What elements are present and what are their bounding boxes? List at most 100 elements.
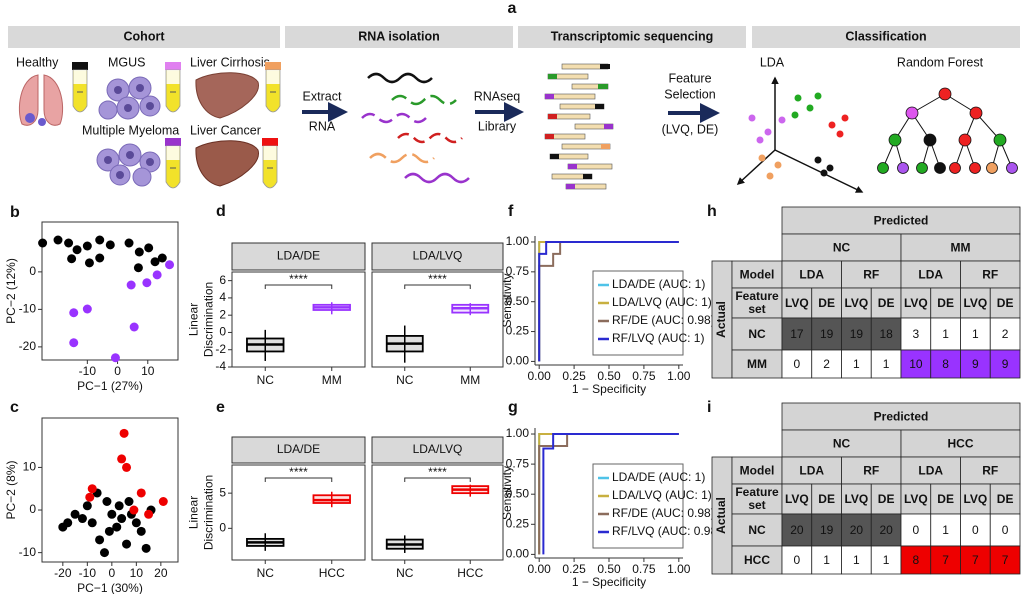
point <box>114 501 124 511</box>
y-axis-label: Linear <box>187 496 201 529</box>
facet-strip <box>231 242 366 271</box>
panel-label: e <box>216 399 225 416</box>
point <box>72 245 82 255</box>
y-tick-label: -10 <box>19 302 37 316</box>
feature-header: LVQ <box>844 296 868 310</box>
tube <box>265 62 281 113</box>
point <box>158 497 168 507</box>
x-tick-label: NC <box>396 373 414 387</box>
panel-label: c <box>10 399 19 416</box>
tube <box>165 138 181 189</box>
feature-header: LVQ <box>963 492 987 506</box>
table-cell <box>731 349 783 379</box>
table-cell <box>989 349 1021 379</box>
table-cell <box>841 456 902 485</box>
x-tick-label: 0 <box>114 364 121 378</box>
x-tick-label: NC <box>257 566 275 580</box>
rna-illustration: Extract RNA RNAseq Library <box>302 72 524 184</box>
significance-bracket <box>264 477 333 482</box>
x-tick-label: 0.75 <box>632 562 656 576</box>
row-label: Model <box>740 268 775 282</box>
table-cell <box>731 513 783 547</box>
point <box>134 247 144 257</box>
arrow-label: Extract <box>303 89 342 103</box>
y-tick-label: 6 <box>219 273 226 287</box>
method-label: Random Forest <box>897 55 984 69</box>
point <box>95 235 105 245</box>
feature-selection: Feature Selection (LVQ, DE) <box>662 71 720 136</box>
row-label: HCC <box>744 553 770 567</box>
feature-header: DE <box>997 296 1014 310</box>
cell-value: 19 <box>820 327 834 341</box>
group-header: MM <box>951 241 971 255</box>
feature-header: LVQ <box>904 492 928 506</box>
table-cell <box>731 545 783 575</box>
tube <box>165 62 181 113</box>
facet-title: LDA/LVQ <box>413 442 463 456</box>
y-tick-label: 0 <box>29 502 36 516</box>
table-cell <box>870 349 902 379</box>
cell-value: 2 <box>1002 327 1009 341</box>
table-cell <box>900 456 961 485</box>
panel-label: h <box>707 203 717 220</box>
feature-header: LVQ <box>785 492 809 506</box>
feature-header: DE <box>878 492 895 506</box>
method-label: LDA <box>760 55 785 69</box>
point <box>136 488 146 498</box>
x-tick-label: HCC <box>319 566 345 580</box>
point <box>99 548 109 558</box>
table-cell <box>960 287 991 319</box>
x-tick-label: NC <box>396 566 414 580</box>
table-cell <box>781 317 813 351</box>
cell-value: 1 <box>883 553 890 567</box>
cell-value: 0 <box>794 357 801 371</box>
table-cell <box>841 545 872 575</box>
table-cell <box>960 317 991 351</box>
group-label: Healthy <box>16 55 59 69</box>
group-label: Multiple Myeloma <box>82 123 179 137</box>
y-tick-label: -2 <box>215 342 226 356</box>
y-axis-label: PC−2 (12%) <box>4 258 18 324</box>
point <box>95 535 105 545</box>
step-title: Transcriptomic sequencing <box>551 29 714 43</box>
table-cell <box>900 513 932 547</box>
cell-value: 0 <box>794 553 801 567</box>
point <box>53 235 63 245</box>
cell-value: 9 <box>1002 357 1009 371</box>
x-tick-label: -10 <box>79 566 97 580</box>
table-cell <box>960 349 991 379</box>
nuclei <box>104 84 154 179</box>
read-ends <box>545 64 613 189</box>
point <box>122 539 132 549</box>
table-cell <box>841 513 872 547</box>
cell-value: 2 <box>823 357 830 371</box>
sequencing-reads <box>544 63 614 190</box>
tree-edges <box>882 93 1013 169</box>
step-headers: Cohort RNA isolation Transcriptomic sequ… <box>8 26 1020 48</box>
x-tick-label: 10 <box>130 566 144 580</box>
feature-header: DE <box>818 296 835 310</box>
legend-label: RF/DE (AUC: 0.98) <box>612 506 715 520</box>
x-tick-label: 0.25 <box>562 369 586 383</box>
roc-curve <box>542 433 679 555</box>
liver <box>195 140 259 187</box>
feature-header: DE <box>937 296 954 310</box>
row-label: Feature <box>735 485 779 499</box>
step-bar <box>285 26 513 48</box>
step-bar <box>8 26 280 48</box>
table-cell <box>841 287 872 319</box>
table-title: Predicted <box>874 214 929 228</box>
cell-value: 1 <box>853 357 860 371</box>
cell-value: 7 <box>972 553 979 567</box>
model-header: RF <box>982 268 998 282</box>
x-axis-label: PC−1 (27%) <box>77 379 143 393</box>
table-cell <box>781 402 1021 431</box>
point <box>136 526 146 536</box>
step-title: Cohort <box>124 29 166 43</box>
legend-label: LDA/DE (AUC: 1) <box>612 277 705 291</box>
y-tick-label: 0.50 <box>506 294 530 308</box>
y-tick-label: 0.50 <box>506 486 530 500</box>
point <box>104 526 114 536</box>
plot-frame <box>231 271 366 368</box>
model-header: LDA <box>799 268 824 282</box>
